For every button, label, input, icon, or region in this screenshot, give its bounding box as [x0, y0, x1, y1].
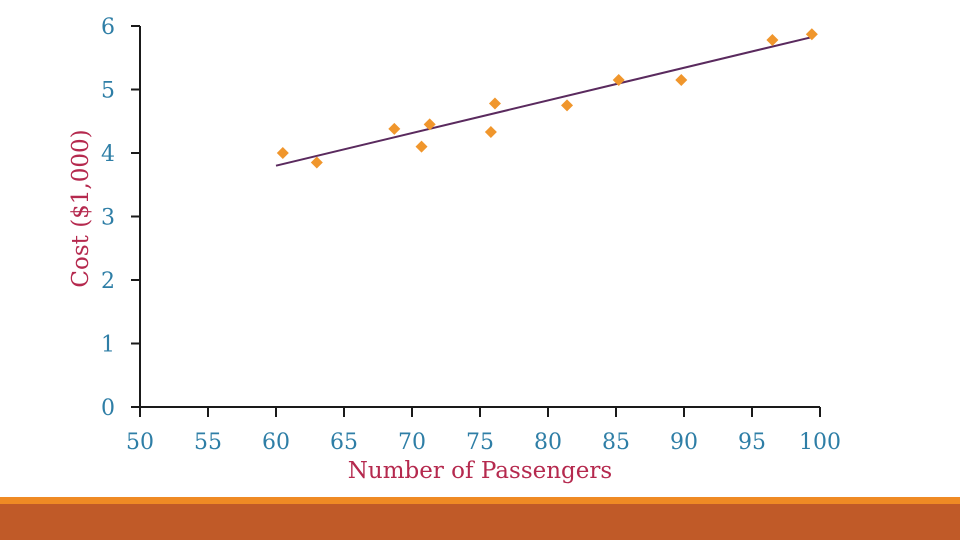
- data-point: [766, 33, 779, 46]
- x-tick-label: 70: [398, 430, 426, 455]
- footer-accent-stripe: [0, 497, 960, 504]
- data-point: [805, 28, 818, 41]
- y-tick-label: 5: [101, 79, 115, 104]
- footer-bar: [0, 504, 960, 540]
- x-axis-ticks: 50 55 60 65 70 75 80 85 90 95 100: [126, 407, 841, 455]
- x-tick-label: 55: [194, 430, 222, 455]
- x-tick-label: 65: [330, 430, 358, 455]
- regression-line: [275, 35, 814, 167]
- y-tick-label: 6: [101, 15, 115, 40]
- x-tick-label: 100: [799, 430, 841, 455]
- data-point: [561, 99, 574, 112]
- y-tick-label: 0: [101, 396, 115, 421]
- data-point: [310, 156, 323, 169]
- y-tick-label: 4: [101, 142, 115, 167]
- y-tick-label: 2: [101, 269, 115, 294]
- scatter-chart: 0 1 2 3 4 5 6 50 55 60 65 70 75 80 85 90 95 100 Number o…: [68, 15, 841, 484]
- y-axis-ticks: 0 1 2 3 4 5 6: [101, 15, 140, 421]
- data-point: [675, 73, 688, 86]
- data-point: [488, 97, 501, 110]
- data-points: [276, 28, 818, 169]
- y-tick-label: 3: [101, 206, 115, 231]
- data-point: [484, 126, 497, 139]
- x-tick-label: 75: [466, 430, 494, 455]
- y-axis-title: Cost ($1,000): [68, 129, 94, 287]
- data-point: [612, 73, 625, 86]
- x-tick-label: 50: [126, 430, 154, 455]
- x-tick-label: 80: [534, 430, 562, 455]
- x-tick-label: 90: [670, 430, 698, 455]
- data-point: [276, 147, 289, 159]
- y-tick-label: 1: [101, 333, 115, 358]
- x-tick-label: 95: [738, 430, 766, 455]
- x-tick-label: 60: [262, 430, 290, 455]
- data-point: [388, 122, 401, 135]
- data-point: [423, 118, 436, 131]
- data-point: [415, 140, 428, 153]
- x-tick-label: 85: [602, 430, 630, 455]
- x-axis-title: Number of Passengers: [348, 458, 612, 484]
